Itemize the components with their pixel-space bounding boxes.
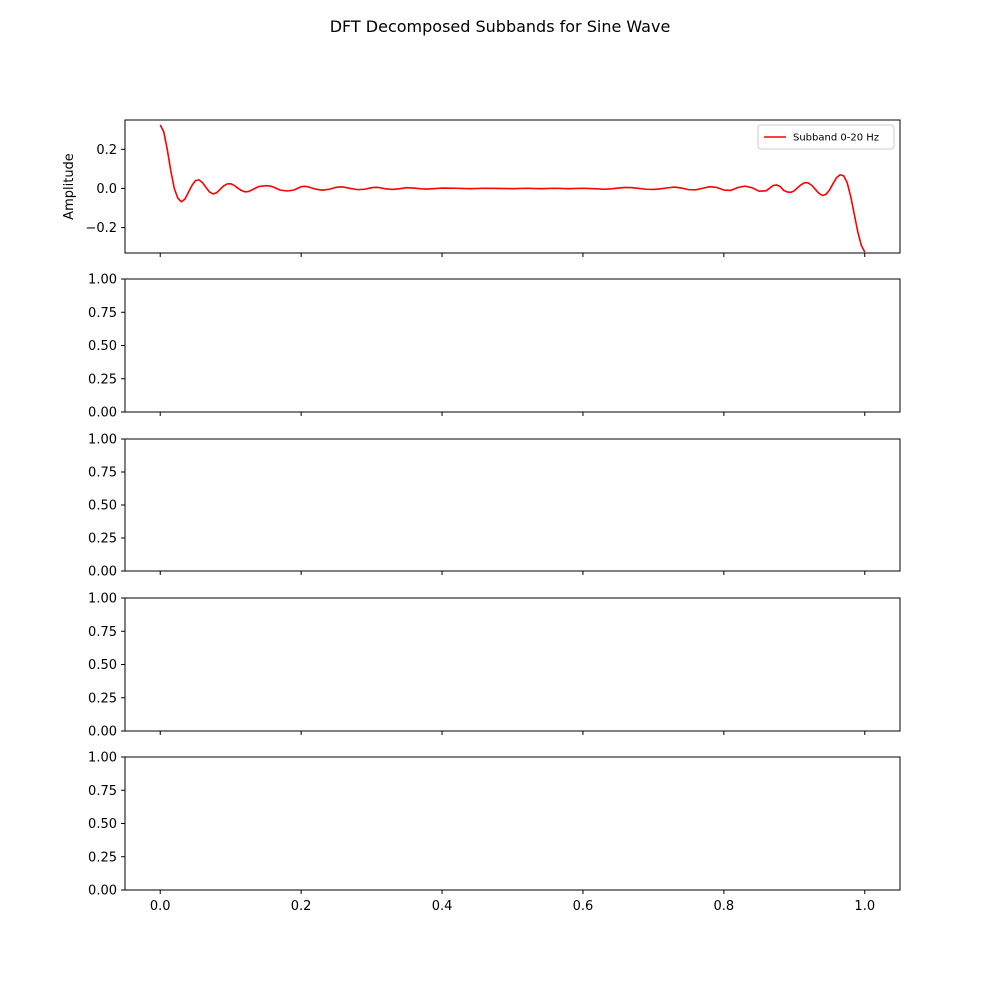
- subplot-5: 0.00 0.25 0.50 0.75 1.00 0.0 0.2 0.4 0.6 0.8 1.0: [88, 751, 901, 914]
- y-tick-label: 0.25: [88, 532, 117, 547]
- y-tick-label: 0.50: [88, 339, 117, 354]
- y-tick-label: 0.50: [88, 658, 117, 673]
- y-tick-label: 0.00: [88, 884, 117, 899]
- y-tick-label: 0.25: [88, 691, 117, 706]
- subplot-1: −0.2 0.0 0.2 Amplitude Subband 0-20 Hz: [62, 119, 901, 257]
- y-tick-label: 0.00: [88, 406, 117, 421]
- series-line-1: [159, 124, 866, 253]
- y-tick-label: 0.50: [88, 817, 117, 832]
- x-tick-label: 1.0: [854, 899, 875, 914]
- subplot-4: 0.00 0.25 0.50 0.75 1.00: [88, 592, 901, 740]
- y-tick-label: 0.75: [88, 784, 117, 799]
- subplot-3: 0.00 0.25 0.50 0.75 1.00: [88, 433, 901, 580]
- axes-frame: [124, 119, 901, 254]
- y-tick-label: 0.75: [88, 466, 117, 481]
- legend-entry: Subband 0-20 Hz: [793, 133, 879, 144]
- figure-title: DFT Decomposed Subbands for Sine Wave: [330, 17, 671, 36]
- y-tick-label: 0.25: [88, 850, 117, 865]
- y-tick-label: 1.00: [88, 433, 117, 448]
- legend-box: [757, 124, 895, 150]
- y-tick-label: 1.00: [88, 592, 117, 607]
- y-tick-label: 1.00: [88, 751, 117, 766]
- y-tick-label: 0.00: [88, 565, 117, 580]
- y-tick-label: 0.75: [88, 306, 117, 321]
- y-tick-label: 0.50: [88, 499, 117, 514]
- x-tick-label: 0.8: [714, 899, 735, 914]
- subplot-2: 0.00 0.25 0.50 0.75 1.00: [88, 273, 901, 421]
- y-tick-label: 0.0: [96, 182, 117, 197]
- y-tick-label: −0.2: [85, 221, 117, 236]
- y-tick-label: 0.25: [88, 372, 117, 387]
- x-tick-label: 0.0: [150, 899, 171, 914]
- x-tick-label: 0.6: [573, 899, 594, 914]
- legend: Subband 0-20 Hz: [757, 124, 895, 150]
- x-tick-label: 0.4: [432, 899, 453, 914]
- y-tick-label: 0.75: [88, 625, 117, 640]
- y-tick-label: 1.00: [88, 273, 117, 288]
- y-axis-label: Amplitude: [62, 153, 77, 220]
- y-tick-label: 0.00: [88, 725, 117, 740]
- x-tick-label: 0.2: [291, 899, 312, 914]
- y-tick-label: 0.2: [96, 143, 117, 158]
